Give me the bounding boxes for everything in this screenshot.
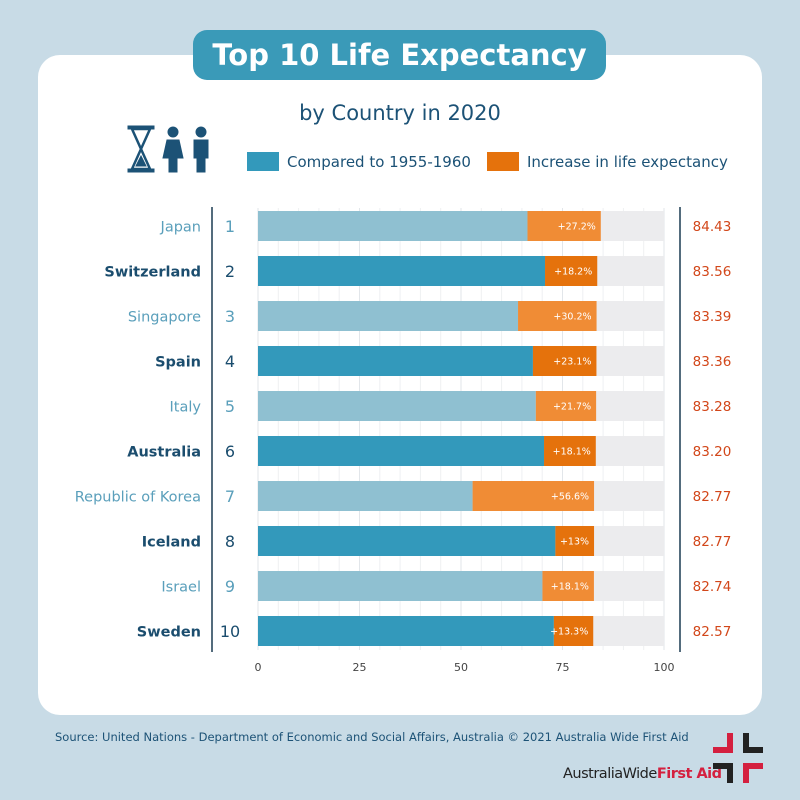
x-tick-label: 50 bbox=[454, 661, 468, 674]
rank-label: 4 bbox=[225, 352, 235, 371]
bar-base bbox=[258, 616, 554, 646]
legend-label-increase: Increase in life expectancy bbox=[527, 152, 728, 171]
x-tick-label: 100 bbox=[654, 661, 675, 674]
page-title: Top 10 Life Expectancy bbox=[193, 30, 606, 80]
value-label: 84.43 bbox=[693, 219, 732, 235]
legend-swatch-increase bbox=[487, 152, 519, 171]
bar-increase bbox=[472, 481, 595, 511]
increase-label: +30.2% bbox=[553, 312, 591, 323]
bar-increase bbox=[542, 571, 594, 601]
bar-base bbox=[258, 436, 545, 466]
legend-label-base: Compared to 1955-1960 bbox=[287, 152, 471, 171]
rank-label: 9 bbox=[225, 577, 235, 596]
increase-label: +21.7% bbox=[553, 402, 591, 413]
country-label: Iceland bbox=[142, 535, 201, 551]
country-label: Japan bbox=[160, 220, 201, 236]
bar-increase bbox=[535, 391, 597, 421]
brand-logo: AustraliaWideFirst Aid bbox=[563, 766, 722, 782]
bar-base bbox=[258, 211, 528, 241]
legend-swatch-base bbox=[247, 152, 279, 171]
country-label: Singapore bbox=[128, 310, 201, 326]
rank-label: 8 bbox=[225, 532, 235, 551]
value-label: 82.77 bbox=[693, 534, 732, 550]
hourglass-people-icon bbox=[127, 125, 209, 173]
x-tick-label: 25 bbox=[353, 661, 367, 674]
country-label: Republic of Korea bbox=[75, 490, 201, 506]
increase-label: +13% bbox=[560, 537, 589, 548]
increase-label: +18.1% bbox=[551, 582, 589, 593]
x-tick-label: 0 bbox=[255, 661, 262, 674]
bar-increase bbox=[555, 526, 595, 556]
value-label: 83.39 bbox=[693, 309, 732, 325]
increase-label: +27.2% bbox=[558, 222, 596, 233]
bar-base bbox=[258, 481, 473, 511]
value-label: 83.20 bbox=[693, 444, 732, 460]
bar-base bbox=[258, 301, 519, 331]
increase-label: +13.3% bbox=[550, 627, 588, 638]
source-note: Source: United Nations - Department of E… bbox=[55, 730, 689, 744]
country-label: Italy bbox=[170, 400, 202, 416]
country-label: Australia bbox=[127, 445, 201, 461]
value-label: 82.57 bbox=[693, 624, 732, 640]
increase-label: +23.1% bbox=[553, 357, 591, 368]
country-label: Sweden bbox=[137, 625, 201, 641]
bar-increase bbox=[544, 436, 596, 466]
rank-label: 3 bbox=[225, 307, 235, 326]
bar-base bbox=[258, 526, 556, 556]
value-label: 82.77 bbox=[693, 489, 732, 505]
bar-increase bbox=[545, 256, 598, 286]
bar-base bbox=[258, 346, 533, 376]
bar-increase bbox=[532, 346, 597, 376]
increase-label: +18.1% bbox=[553, 447, 591, 458]
increase-label: +18.2% bbox=[554, 267, 592, 278]
bar-increase bbox=[553, 616, 594, 646]
rank-label: 5 bbox=[225, 397, 235, 416]
rank-label: 1 bbox=[225, 217, 235, 236]
bar-base bbox=[258, 391, 536, 421]
value-label: 83.28 bbox=[693, 399, 732, 415]
subtitle: by Country in 2020 bbox=[299, 101, 501, 125]
x-tick-label: 75 bbox=[556, 661, 570, 674]
country-label: Spain bbox=[155, 355, 201, 371]
bar-base bbox=[258, 256, 546, 286]
increase-label: +56.6% bbox=[551, 492, 589, 503]
country-label: Switzerland bbox=[104, 265, 201, 281]
rank-label: 6 bbox=[225, 442, 235, 461]
rank-label: 7 bbox=[225, 487, 235, 506]
bar-increase bbox=[518, 301, 597, 331]
value-label: 83.56 bbox=[693, 264, 732, 280]
bar-base bbox=[258, 571, 543, 601]
value-label: 82.74 bbox=[693, 579, 732, 595]
value-label: 83.36 bbox=[693, 354, 732, 370]
brand-cross-icon bbox=[713, 733, 763, 783]
country-label: Israel bbox=[161, 580, 201, 596]
bar-increase bbox=[527, 211, 601, 241]
rank-label: 2 bbox=[225, 262, 235, 281]
rank-label: 10 bbox=[220, 622, 240, 641]
legend-increase: Increase in life expectancy bbox=[487, 152, 728, 171]
legend-base: Compared to 1955-1960 bbox=[247, 152, 471, 171]
